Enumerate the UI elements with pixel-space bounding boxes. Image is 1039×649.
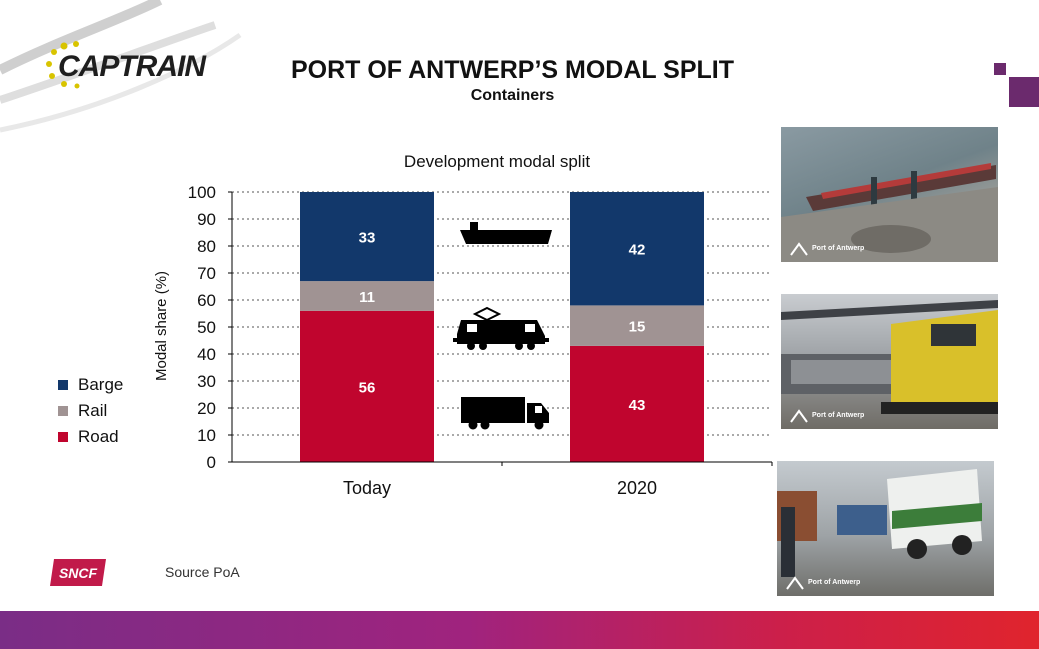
header-swoosh [0, 0, 242, 133]
y-tick-label: 100 [188, 183, 216, 202]
y-tick-label: 50 [197, 318, 216, 337]
labels: 56 11 33 43 15 42 [359, 230, 646, 414]
truck-photo-art [777, 469, 982, 577]
watermark: Port of Antwerp [789, 409, 864, 423]
captrain-logo: CAPTRAIN [58, 50, 206, 83]
locomotive-icon [453, 306, 549, 350]
y-tick-label: 70 [197, 264, 216, 283]
bar-rail [570, 305, 704, 346]
bar-road [300, 310, 434, 462]
y-tick-label: 40 [197, 345, 216, 364]
data-label: 15 [629, 319, 646, 336]
y-tick-label: 90 [197, 210, 216, 229]
legend-label: Rail [78, 401, 108, 420]
legend-item-rail: Rail [58, 398, 123, 424]
data-label: 42 [629, 242, 646, 259]
data-label: 33 [359, 230, 376, 247]
rail-photo: Port of Antwerp [781, 294, 998, 429]
legend-label: Barge [78, 375, 124, 394]
legend-swatch-barge [58, 380, 68, 390]
y-tick-label: 30 [197, 372, 216, 391]
page-title: PORT OF ANTWERP’S MODAL SPLIT [290, 56, 735, 84]
bar-barge [300, 192, 434, 282]
data-label: 56 [359, 379, 376, 396]
rail-photo-art [781, 300, 998, 414]
truck-photo: Port of Antwerp [777, 461, 994, 596]
barge-photo-art [781, 163, 998, 262]
decor-square-large [1009, 77, 1039, 107]
axes: 0 10 20 30 40 50 60 70 80 90 100 Today 2020 [188, 183, 773, 498]
sncf-logo: SNCF [50, 559, 106, 586]
data-label: 43 [629, 397, 646, 414]
bar-road [570, 345, 704, 462]
bar-barge [570, 192, 704, 306]
x-tick-label: Today [343, 478, 391, 498]
data-label: 11 [359, 289, 375, 306]
y-tick-label: 80 [197, 237, 216, 256]
y-tick-label: 60 [197, 291, 216, 310]
legend-label: Road [78, 427, 119, 446]
bar-rail [300, 281, 434, 311]
y-tick-label: 20 [197, 399, 216, 418]
source-note: Source PoA [165, 564, 240, 580]
legend-item-road: Road [58, 424, 123, 450]
y-tick-label: 10 [197, 426, 216, 445]
legend-swatch-rail [58, 406, 68, 416]
chart-title: Development modal split [404, 152, 590, 171]
svg-text:SNCF: SNCF [59, 565, 98, 581]
decor-square-small [994, 63, 1006, 75]
bottom-color-bar [0, 611, 1039, 649]
barge-icon [460, 222, 552, 244]
truck-icon [461, 397, 549, 430]
watermark: Port of Antwerp [789, 242, 864, 256]
y-axis-label: Modal share (%) [153, 271, 170, 381]
legend-item-barge: Barge [58, 372, 123, 398]
captrain-logo-dots [46, 41, 80, 89]
page-subtitle: Containers [470, 87, 555, 104]
y-tick-label: 0 [207, 453, 216, 472]
legend-swatch-road [58, 432, 68, 442]
x-tick-label: 2020 [617, 478, 657, 498]
bars [300, 192, 704, 462]
chart-legend: Barge Rail Road [58, 372, 123, 450]
watermark: Port of Antwerp [785, 576, 860, 590]
barge-photo: Port of Antwerp [781, 127, 998, 262]
modal-split-chart: Development modal split Modal share (%) … [153, 152, 773, 498]
